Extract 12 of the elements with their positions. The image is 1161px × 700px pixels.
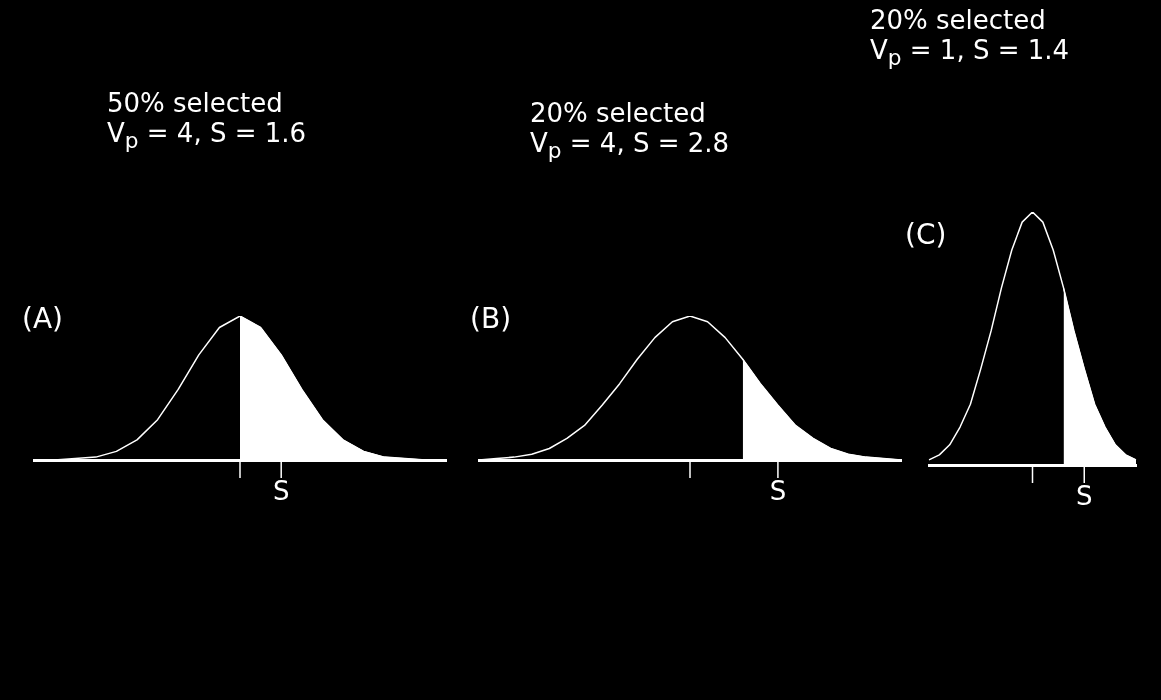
text: S (769, 475, 787, 506)
text: S (272, 475, 290, 506)
text: 20% selected (870, 5, 1047, 35)
text: V$_{p}$ = 4, S = 1.6 (107, 118, 308, 156)
chart-title: (A) (22, 302, 64, 335)
text: V$_{p}$ = 4, S = 2.8 (530, 128, 731, 166)
chart-title: (C) (905, 218, 947, 251)
chart-title: (B) (470, 302, 512, 335)
text: 20% selected (530, 98, 707, 128)
text: V$_{p}$ = 1, S = 1.4 (870, 35, 1071, 73)
text: S (1075, 480, 1093, 511)
text: 50% selected (107, 88, 284, 118)
